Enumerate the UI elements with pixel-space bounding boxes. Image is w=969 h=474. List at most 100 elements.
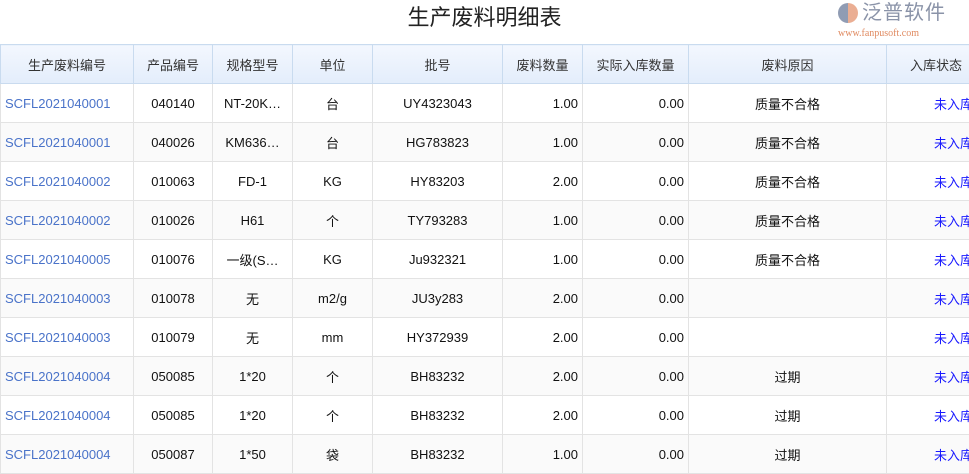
scrap-code-link[interactable]: SCFL2021040002 bbox=[1, 201, 134, 240]
column-header[interactable]: 批号 bbox=[373, 45, 503, 84]
fanpu-logo-icon bbox=[838, 3, 858, 23]
scrap-code-link[interactable]: SCFL2021040004 bbox=[1, 435, 134, 474]
table-cell: HY83203 bbox=[373, 162, 503, 201]
table-cell: 010076 bbox=[134, 240, 213, 279]
table-cell: KG bbox=[293, 240, 373, 279]
table-cell: BH83232 bbox=[373, 357, 503, 396]
scrap-code-link[interactable]: SCFL2021040001 bbox=[1, 123, 134, 162]
table-cell: 质量不合格 bbox=[689, 201, 887, 240]
table-cell: 个 bbox=[293, 357, 373, 396]
column-header[interactable]: 生产废料编号 bbox=[1, 45, 134, 84]
table-cell: 040140 bbox=[134, 84, 213, 123]
column-header[interactable]: 产品编号 bbox=[134, 45, 213, 84]
table-cell: 一级(S… bbox=[213, 240, 293, 279]
table-header: 生产废料编号产品编号规格型号单位批号废料数量实际入库数量废料原因入库状态 bbox=[1, 45, 969, 84]
stock-status-link[interactable]: 未入库 bbox=[887, 123, 969, 162]
table-cell: 050085 bbox=[134, 396, 213, 435]
table-cell: 质量不合格 bbox=[689, 123, 887, 162]
stock-status-link[interactable]: 未入库 bbox=[887, 162, 969, 201]
table-cell: 过期 bbox=[689, 396, 887, 435]
table-cell: 0.00 bbox=[583, 162, 689, 201]
table-cell: NT-20K… bbox=[213, 84, 293, 123]
scrap-code-link[interactable]: SCFL2021040004 bbox=[1, 396, 134, 435]
table-cell: 0.00 bbox=[583, 279, 689, 318]
table-cell: 2.00 bbox=[503, 318, 583, 357]
table-cell: 2.00 bbox=[503, 357, 583, 396]
table-cell: 质量不合格 bbox=[689, 162, 887, 201]
column-header[interactable]: 实际入库数量 bbox=[583, 45, 689, 84]
scrap-code-link[interactable]: SCFL2021040003 bbox=[1, 318, 134, 357]
table-cell: 010078 bbox=[134, 279, 213, 318]
table-cell: 质量不合格 bbox=[689, 240, 887, 279]
table-cell: BH83232 bbox=[373, 435, 503, 474]
stock-status-link[interactable]: 未入库 bbox=[887, 318, 969, 357]
table-cell: 2.00 bbox=[503, 396, 583, 435]
watermark-name: 泛普软件 bbox=[862, 1, 946, 25]
table-cell: TY793283 bbox=[373, 201, 503, 240]
stock-status-link[interactable]: 未入库 bbox=[887, 201, 969, 240]
table-cell: 1*20 bbox=[213, 357, 293, 396]
table-cell: HG783823 bbox=[373, 123, 503, 162]
table-cell: 1.00 bbox=[503, 84, 583, 123]
table-cell: BH83232 bbox=[373, 396, 503, 435]
scrap-code-link[interactable]: SCFL2021040001 bbox=[1, 84, 134, 123]
table-cell: JU3y283 bbox=[373, 279, 503, 318]
stock-status-link[interactable]: 未入库 bbox=[887, 396, 969, 435]
table-cell: 010063 bbox=[134, 162, 213, 201]
table-cell: 袋 bbox=[293, 435, 373, 474]
table-cell: 050085 bbox=[134, 357, 213, 396]
watermark-logo: 泛普软件 www.fanpusoft.com bbox=[836, 0, 966, 44]
table-cell: 010079 bbox=[134, 318, 213, 357]
table-cell: H61 bbox=[213, 201, 293, 240]
column-header[interactable]: 废料数量 bbox=[503, 45, 583, 84]
table-cell: 0.00 bbox=[583, 240, 689, 279]
table-cell: HY372939 bbox=[373, 318, 503, 357]
table-cell: 个 bbox=[293, 201, 373, 240]
table-cell: 1.00 bbox=[503, 240, 583, 279]
table-cell: m2/g bbox=[293, 279, 373, 318]
column-header[interactable]: 规格型号 bbox=[213, 45, 293, 84]
table-cell: 1*50 bbox=[213, 435, 293, 474]
table-cell: 010026 bbox=[134, 201, 213, 240]
table-cell: UY4323043 bbox=[373, 84, 503, 123]
table-cell: 0.00 bbox=[583, 84, 689, 123]
table-cell: 1.00 bbox=[503, 435, 583, 474]
table-cell: mm bbox=[293, 318, 373, 357]
table-cell: 0.00 bbox=[583, 396, 689, 435]
table-cell: 2.00 bbox=[503, 162, 583, 201]
table-cell: 个 bbox=[293, 396, 373, 435]
stock-status-link[interactable]: 未入库 bbox=[887, 279, 969, 318]
column-header[interactable]: 单位 bbox=[293, 45, 373, 84]
table-cell: 0.00 bbox=[583, 318, 689, 357]
table-cell: 过期 bbox=[689, 357, 887, 396]
watermark-url: www.fanpusoft.com bbox=[838, 28, 919, 40]
table-cell: 无 bbox=[213, 279, 293, 318]
table-cell: 0.00 bbox=[583, 435, 689, 474]
column-header[interactable]: 废料原因 bbox=[689, 45, 887, 84]
stock-status-link[interactable]: 未入库 bbox=[887, 357, 969, 396]
scrap-code-link[interactable]: SCFL2021040005 bbox=[1, 240, 134, 279]
stock-status-link[interactable]: 未入库 bbox=[887, 435, 969, 474]
table-cell: 过期 bbox=[689, 435, 887, 474]
column-header[interactable]: 入库状态 bbox=[887, 45, 969, 84]
stock-status-link[interactable]: 未入库 bbox=[887, 84, 969, 123]
table-cell: 040026 bbox=[134, 123, 213, 162]
table-cell: 0.00 bbox=[583, 123, 689, 162]
table-cell: KG bbox=[293, 162, 373, 201]
table-cell bbox=[689, 318, 887, 357]
table-cell: 质量不合格 bbox=[689, 84, 887, 123]
stock-status-link[interactable]: 未入库 bbox=[887, 240, 969, 279]
scrap-code-link[interactable]: SCFL2021040003 bbox=[1, 279, 134, 318]
scrap-code-link[interactable]: SCFL2021040002 bbox=[1, 162, 134, 201]
scrap-code-link[interactable]: SCFL2021040004 bbox=[1, 357, 134, 396]
